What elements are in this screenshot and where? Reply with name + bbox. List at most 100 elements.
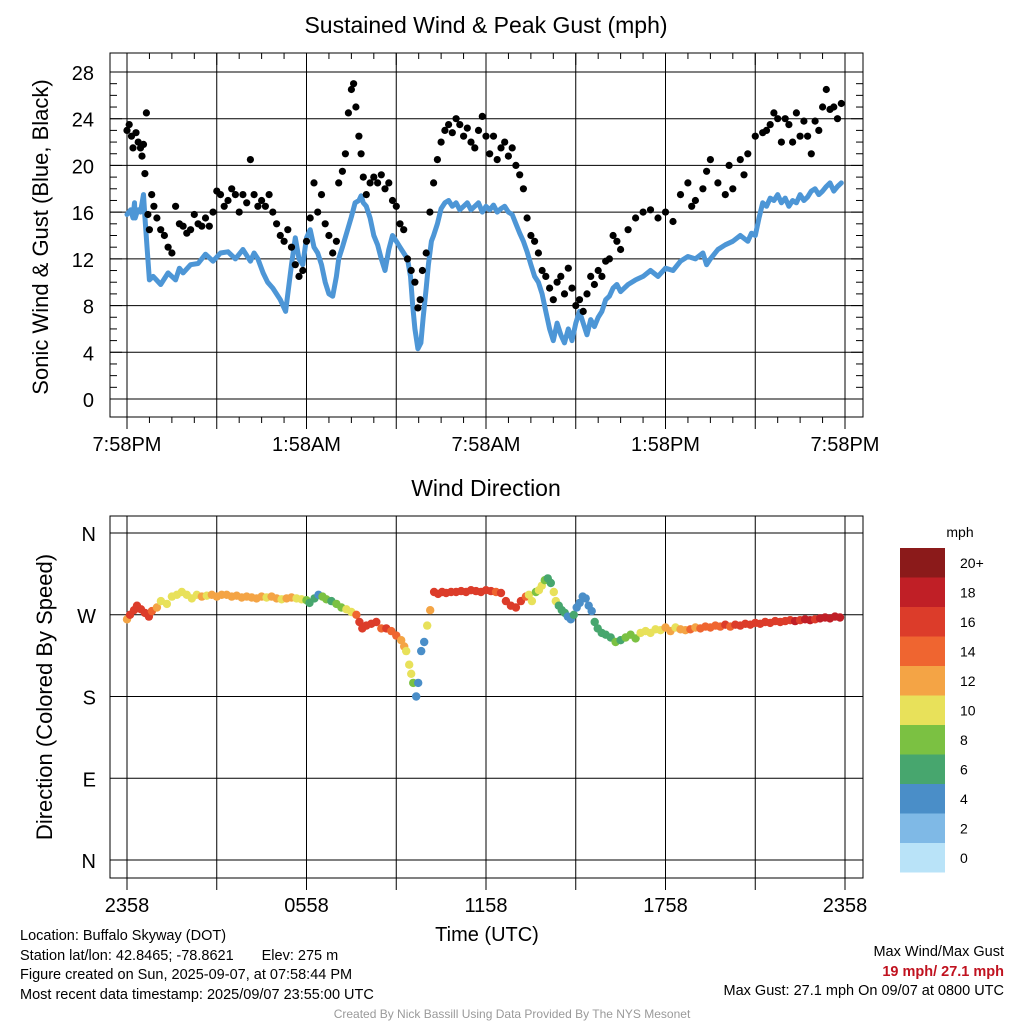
- gust-point: [335, 179, 343, 187]
- gust-point: [471, 144, 479, 152]
- bottom-x-ticks: 2358 0558 1158 1758 2358: [105, 878, 867, 917]
- gust-point: [654, 214, 662, 222]
- gust-point: [291, 261, 299, 269]
- gust-point: [632, 214, 640, 222]
- direction-point: [546, 578, 555, 588]
- direction-point: [631, 634, 640, 643]
- gust-point: [766, 121, 774, 129]
- top-y-tick-label: 8: [83, 297, 94, 319]
- direction-point: [372, 617, 381, 627]
- gust-point: [190, 210, 198, 219]
- direction-point: [417, 646, 426, 656]
- legend-label: 18: [960, 584, 976, 600]
- legend-swatch: [900, 813, 945, 843]
- top-y-tick-label: 24: [72, 110, 94, 132]
- gust-point: [531, 237, 539, 245]
- gust-point: [751, 132, 759, 140]
- top-y-tick-label: 12: [72, 250, 94, 272]
- top-y-ticks: 0 4 8 12 16 20 24 28: [72, 53, 863, 429]
- gust-point: [287, 243, 296, 251]
- direction-point: [407, 669, 416, 678]
- gust-point: [129, 144, 137, 152]
- gust-point: [538, 266, 546, 275]
- gust-point: [785, 121, 793, 129]
- speed-color-legend: 20+ 18 16 14 12 10 8 6 4 2 0: [900, 548, 984, 873]
- gust-point: [306, 214, 314, 222]
- gust-point: [699, 185, 707, 193]
- footer-max-values: 19 mph/ 27.1 mph: [882, 963, 1004, 980]
- gust-point: [168, 249, 176, 257]
- gust-point: [448, 129, 456, 137]
- gust-point: [396, 220, 404, 228]
- gust-point: [148, 191, 156, 199]
- gust-point: [639, 208, 647, 216]
- gust-point: [141, 170, 149, 178]
- footer-created: Figure created on Sun, 2025-09-07, at 07…: [20, 967, 353, 983]
- gust-point: [138, 152, 146, 160]
- legend-label: 0: [960, 850, 968, 866]
- top-x-tick-label: 7:58PM: [811, 434, 880, 456]
- gust-point: [400, 226, 408, 234]
- gust-point: [231, 191, 239, 199]
- gust-point: [527, 231, 535, 240]
- legend-swatch: [900, 695, 945, 725]
- gust-point: [553, 278, 561, 286]
- gust-point: [145, 226, 153, 234]
- gust-point: [452, 115, 460, 123]
- gust-point: [456, 121, 464, 129]
- gust-point: [276, 231, 284, 240]
- direction-point: [402, 646, 411, 656]
- gust-point: [819, 103, 827, 111]
- gust-point: [187, 226, 195, 234]
- legend-title: mph: [946, 524, 973, 540]
- footer-station-info: Location: Buffalo Skyway (DOT) Station l…: [20, 927, 374, 1005]
- footer-credit: Created By Nick Bassill Using Data Provi…: [333, 1007, 691, 1021]
- direction-point: [162, 599, 172, 609]
- gust-point: [590, 280, 599, 289]
- gust-point: [269, 208, 277, 216]
- direction-point: [420, 637, 429, 647]
- gust-point: [437, 138, 445, 146]
- legend-swatch: [900, 577, 945, 607]
- gust-point: [557, 272, 565, 280]
- gust-point: [377, 171, 385, 179]
- gust-point: [512, 161, 520, 169]
- gust-point: [744, 150, 752, 158]
- gust-point: [504, 152, 512, 160]
- gust-point: [441, 126, 449, 134]
- legend-label: 14: [960, 643, 976, 659]
- legend-swatch: [900, 843, 945, 873]
- gust-point: [243, 199, 251, 207]
- gust-point: [407, 266, 415, 275]
- gust-point: [150, 202, 158, 210]
- gust-point: [254, 202, 262, 210]
- gust-point: [430, 179, 438, 187]
- gust-point: [789, 138, 797, 146]
- direction-point: [511, 603, 521, 612]
- gust-point: [235, 208, 243, 216]
- gust-point: [142, 109, 150, 117]
- gust-point: [172, 202, 180, 210]
- gust-point: [489, 132, 498, 140]
- gust-point: [359, 173, 367, 181]
- gust-point: [811, 117, 819, 125]
- gust-point: [273, 220, 281, 228]
- gust-point: [703, 167, 711, 175]
- legend-label: 6: [960, 761, 968, 777]
- bottom-y-tick-label: E: [83, 769, 96, 791]
- gust-point: [179, 222, 187, 230]
- gust-point: [486, 150, 494, 158]
- gust-point: [792, 109, 801, 117]
- gust-point: [572, 302, 580, 310]
- direction-point: [527, 596, 537, 606]
- gust-point: [714, 179, 722, 187]
- gust-point: [246, 156, 254, 164]
- bottom-x-tick-label: 0558: [284, 895, 329, 917]
- gust-point: [416, 296, 424, 304]
- gust-point: [366, 179, 374, 187]
- gust-point: [807, 150, 815, 158]
- footer-recent: Most recent data timestamp: 2025/09/07 2…: [20, 986, 374, 1003]
- gust-point: [411, 278, 419, 286]
- top-chart-title: Sustained Wind & Peak Gust (mph): [304, 12, 667, 38]
- bottom-y-tick-label: N: [82, 851, 96, 873]
